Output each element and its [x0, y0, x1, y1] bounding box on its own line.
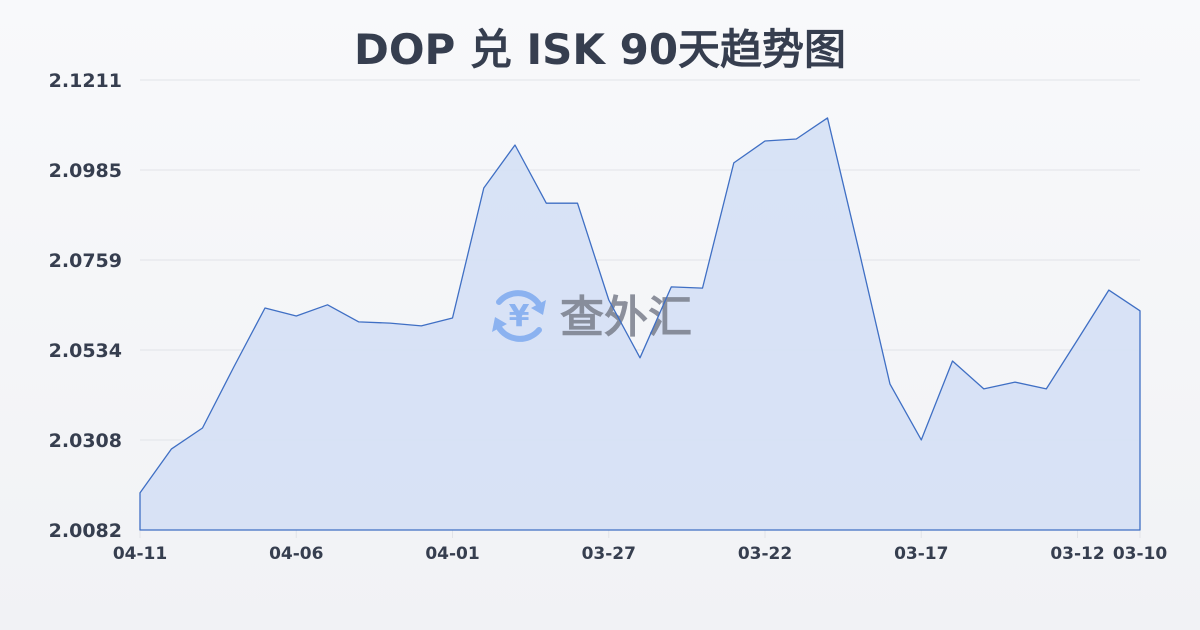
yen-exchange-icon: ¥	[492, 290, 546, 342]
x-axis-labels: 04-11 04-06 04-01 03-27 03-22 03-17 03-12 03-10	[113, 544, 1168, 564]
x-tick-label: 03-22	[738, 544, 792, 564]
x-tick-label: 03-10	[1113, 544, 1168, 564]
area-fill	[140, 117, 1140, 531]
x-tick-label: 03-12	[1050, 544, 1104, 564]
x-tick-label: 04-11	[113, 544, 167, 564]
watermark: ¥ 查外汇	[492, 290, 692, 343]
x-tick-label: 04-01	[425, 544, 479, 564]
chart-title: DOP 兑 ISK 90天趋势图	[353, 25, 847, 74]
y-axis-labels: 2.1211 2.0985 2.0759 2.0534 2.0308 2.0082	[49, 70, 122, 542]
svg-text:¥: ¥	[509, 299, 530, 334]
data-line	[139, 117, 1141, 531]
y-tick-label: 2.0534	[49, 340, 122, 362]
x-tick-label: 03-27	[582, 544, 636, 564]
y-tick-label: 2.0308	[49, 430, 122, 452]
y-tick-label: 2.1211	[49, 70, 122, 92]
watermark-text: 查外汇	[560, 292, 692, 343]
x-axis-ticks	[139, 530, 1141, 538]
x-tick-label: 03-17	[894, 544, 948, 564]
y-tick-label: 2.0082	[49, 520, 122, 542]
y-tick-label: 2.0759	[49, 250, 122, 272]
x-tick-label: 04-06	[269, 544, 323, 564]
y-tick-label: 2.0985	[49, 160, 122, 182]
